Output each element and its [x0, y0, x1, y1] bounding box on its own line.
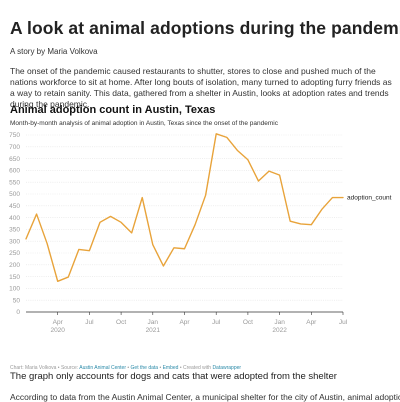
series-layer: adoption_count	[25, 133, 392, 282]
chart-title: Animal adoption count in Austin, Texas	[10, 104, 215, 116]
y-tick-label: 50	[13, 297, 21, 304]
y-tick-label: 250	[9, 250, 20, 257]
x-tick-year: 2020	[50, 327, 65, 334]
y-tick-label: 650	[9, 156, 20, 163]
chart-subtitle: Month-by-month analysis of animal adopti…	[10, 120, 278, 127]
x-tick-label: Jul	[339, 319, 348, 326]
grid-layer	[26, 135, 343, 312]
byline: A story by Maria Volkova	[10, 47, 98, 56]
y-tick-label: 450	[9, 203, 20, 210]
y-tick-label: 600	[9, 168, 20, 175]
x-tick-label: Jul	[212, 319, 221, 326]
x-tick-label: Jan	[274, 319, 285, 326]
y-tick-label: 100	[9, 286, 20, 293]
y-tick-label: 500	[9, 191, 20, 198]
y-tick-label: 150	[9, 274, 20, 281]
y-tick-label: 750	[9, 132, 20, 139]
x-tick-label: Oct	[243, 319, 253, 326]
y-tick-label: 0	[16, 309, 20, 316]
y-tick-label: 700	[9, 144, 20, 151]
chart-caption: The graph only accounts for dogs and cat…	[10, 371, 337, 382]
y-tick-label: 550	[9, 179, 20, 186]
page-title: A look at animal adoptions during the pa…	[10, 18, 400, 39]
y-tick-label: 400	[9, 215, 20, 222]
series-label: adoption_count	[347, 195, 392, 202]
series-line-adoption_count	[26, 134, 343, 282]
x-tick-year: 2022	[272, 327, 287, 334]
y-axis-ticks: 0 50 100 150 200 250 300 350 400 450 500 550 600 650 7…	[9, 132, 20, 316]
body-paragraph: According to data from the Austin Animal…	[10, 392, 400, 402]
x-tick-label: Jul	[85, 319, 94, 326]
x-tick-year: 2021	[146, 327, 161, 334]
x-tick-label: Apr	[53, 319, 64, 326]
x-tick-label: Oct	[116, 319, 126, 326]
x-tick-label: Apr	[306, 319, 317, 326]
y-tick-label: 300	[9, 238, 20, 245]
x-tick-label: Apr	[179, 319, 190, 326]
adoption-line-chart: 0 50 100 150 200 250 300 350 400 450 500 550 600 650 7…	[0, 128, 400, 360]
y-tick-label: 200	[9, 262, 20, 269]
y-tick-label: 350	[9, 227, 20, 234]
x-tick-label: Jan	[148, 319, 159, 326]
